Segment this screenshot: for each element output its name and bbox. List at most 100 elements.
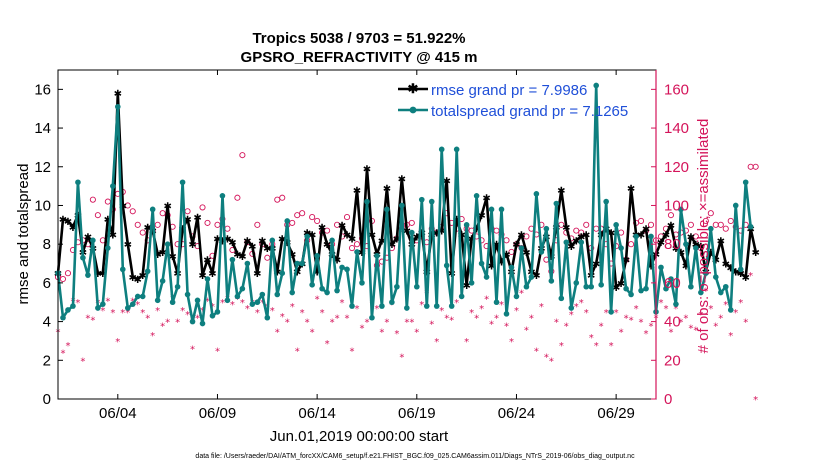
totalspread-point bbox=[578, 239, 585, 246]
rmse-point: ✱ bbox=[183, 215, 191, 226]
totalspread-point bbox=[608, 309, 614, 315]
obs-assimilated-point: * bbox=[235, 294, 240, 305]
obs-assimilated-point: * bbox=[649, 321, 654, 332]
y-left-tick-label: 14 bbox=[34, 120, 51, 137]
obs-assimilated-point: * bbox=[524, 325, 529, 336]
totalspread-point bbox=[384, 206, 390, 213]
totalspread-point bbox=[319, 285, 325, 292]
obs-assimilated-point: * bbox=[549, 356, 554, 367]
totalspread-point bbox=[389, 299, 395, 306]
rmse-point: ✱ bbox=[119, 201, 127, 212]
rmse-point: ✱ bbox=[517, 231, 525, 242]
rmse-point: ✱ bbox=[557, 186, 565, 197]
totalspread-point bbox=[703, 270, 709, 277]
obs-assimilated-point: * bbox=[359, 323, 364, 334]
totalspread-point bbox=[85, 272, 91, 278]
obs-assimilated-point: * bbox=[125, 308, 130, 319]
totalspread-point bbox=[134, 293, 141, 300]
obs-assimilated-point: * bbox=[454, 298, 459, 309]
obs-assimilated-point: * bbox=[100, 306, 105, 317]
totalspread-point bbox=[349, 303, 355, 309]
obs-assimilated-point: * bbox=[639, 318, 644, 329]
totalspread-point bbox=[374, 252, 380, 259]
obs-assimilated-point: * bbox=[609, 341, 614, 352]
rmse-point: ✱ bbox=[168, 252, 176, 263]
y-left-tick-label: 0 bbox=[43, 391, 51, 408]
obs-possible-point bbox=[234, 194, 241, 201]
obs-assimilated-point: * bbox=[464, 337, 469, 348]
rmse-point: ✱ bbox=[208, 269, 216, 280]
obs-assimilated-point: * bbox=[624, 314, 629, 325]
totalspread-point bbox=[503, 311, 510, 317]
obs-assimilated-point: * bbox=[544, 352, 549, 363]
obs-assimilated-point: * bbox=[753, 395, 758, 406]
rmse-point: ✱ bbox=[418, 229, 426, 240]
rmse-point: ✱ bbox=[153, 250, 161, 261]
totalspread-point bbox=[249, 301, 256, 307]
totalspread-point bbox=[737, 266, 744, 273]
obs-assimilated-point: * bbox=[584, 308, 589, 319]
totalspread-point bbox=[284, 218, 291, 224]
rmse-point: ✱ bbox=[727, 263, 735, 274]
totalspread-point bbox=[493, 299, 500, 306]
obs-assimilated-point: * bbox=[673, 304, 678, 315]
totalspread-point bbox=[443, 262, 450, 269]
obs-possible-point bbox=[89, 196, 96, 203]
rmse-point: ✱ bbox=[198, 271, 206, 282]
x-tick-label: 06/29 bbox=[597, 405, 635, 422]
totalspread-point bbox=[433, 303, 440, 309]
totalspread-point bbox=[75, 179, 81, 186]
rmse-line bbox=[56, 91, 757, 289]
rmse-point: ✱ bbox=[637, 231, 645, 242]
y-right-tick-label: 80 bbox=[664, 236, 681, 253]
totalspread-point bbox=[259, 291, 266, 298]
rmse-point: ✱ bbox=[114, 89, 122, 100]
totalspread-point bbox=[324, 289, 330, 296]
totalspread-point bbox=[124, 305, 131, 311]
totalspread-point bbox=[354, 249, 360, 255]
rmse-point: ✱ bbox=[213, 234, 221, 245]
totalspread-point bbox=[239, 285, 246, 292]
obs-assimilated-point: * bbox=[330, 318, 335, 329]
obs-possible-point bbox=[94, 212, 101, 219]
rmse-point: ✱ bbox=[59, 215, 67, 226]
obs-assimilated-point: * bbox=[325, 339, 330, 350]
x-tick-label: 06/24 bbox=[498, 405, 536, 422]
obs-assimilated-point: * bbox=[474, 314, 479, 325]
rmse-point: ✱ bbox=[607, 229, 615, 240]
rmse-point: ✱ bbox=[293, 267, 301, 278]
totalspread-point bbox=[149, 206, 156, 213]
rmse-point: ✱ bbox=[248, 242, 256, 253]
rmse-point: ✱ bbox=[577, 232, 585, 243]
obs-assimilated-point: * bbox=[644, 329, 649, 340]
rmse-point: ✱ bbox=[433, 229, 441, 240]
rmse-point: ✱ bbox=[722, 260, 730, 271]
rmse-point: ✱ bbox=[84, 232, 92, 243]
rmse-point: ✱ bbox=[732, 267, 740, 278]
x-tick-label: 06/14 bbox=[298, 405, 336, 422]
obs-possible-point bbox=[154, 221, 161, 228]
totalspread-point bbox=[468, 280, 475, 286]
obs-assimilated-point: * bbox=[180, 306, 185, 317]
totalspread-point bbox=[344, 266, 350, 273]
obs-possible-point bbox=[717, 221, 724, 228]
obs-possible-point bbox=[353, 241, 361, 248]
obs-possible-point bbox=[712, 221, 719, 228]
totalspread-point bbox=[234, 293, 241, 300]
totalspread-point bbox=[339, 264, 345, 271]
totalspread-point bbox=[329, 237, 335, 244]
obs-assimilated-point: * bbox=[275, 327, 280, 338]
obs-assimilated-point: * bbox=[604, 308, 609, 319]
y-right-tick-label: 160 bbox=[664, 81, 689, 98]
totalspread-point bbox=[673, 301, 679, 307]
totalspread-point bbox=[199, 320, 206, 327]
totalspread-point bbox=[643, 285, 649, 292]
totalspread-point bbox=[628, 291, 634, 298]
totalspread-point bbox=[428, 198, 435, 205]
rmse-point: ✱ bbox=[223, 234, 231, 245]
rmse-point: ✱ bbox=[218, 236, 226, 247]
totalspread-point bbox=[279, 270, 286, 277]
totalspread-point bbox=[314, 252, 320, 259]
obs-assimilated-point: * bbox=[519, 289, 524, 300]
chart-subtitle: GPSRO_REFRACTIVITY @ 415 m bbox=[241, 49, 478, 66]
